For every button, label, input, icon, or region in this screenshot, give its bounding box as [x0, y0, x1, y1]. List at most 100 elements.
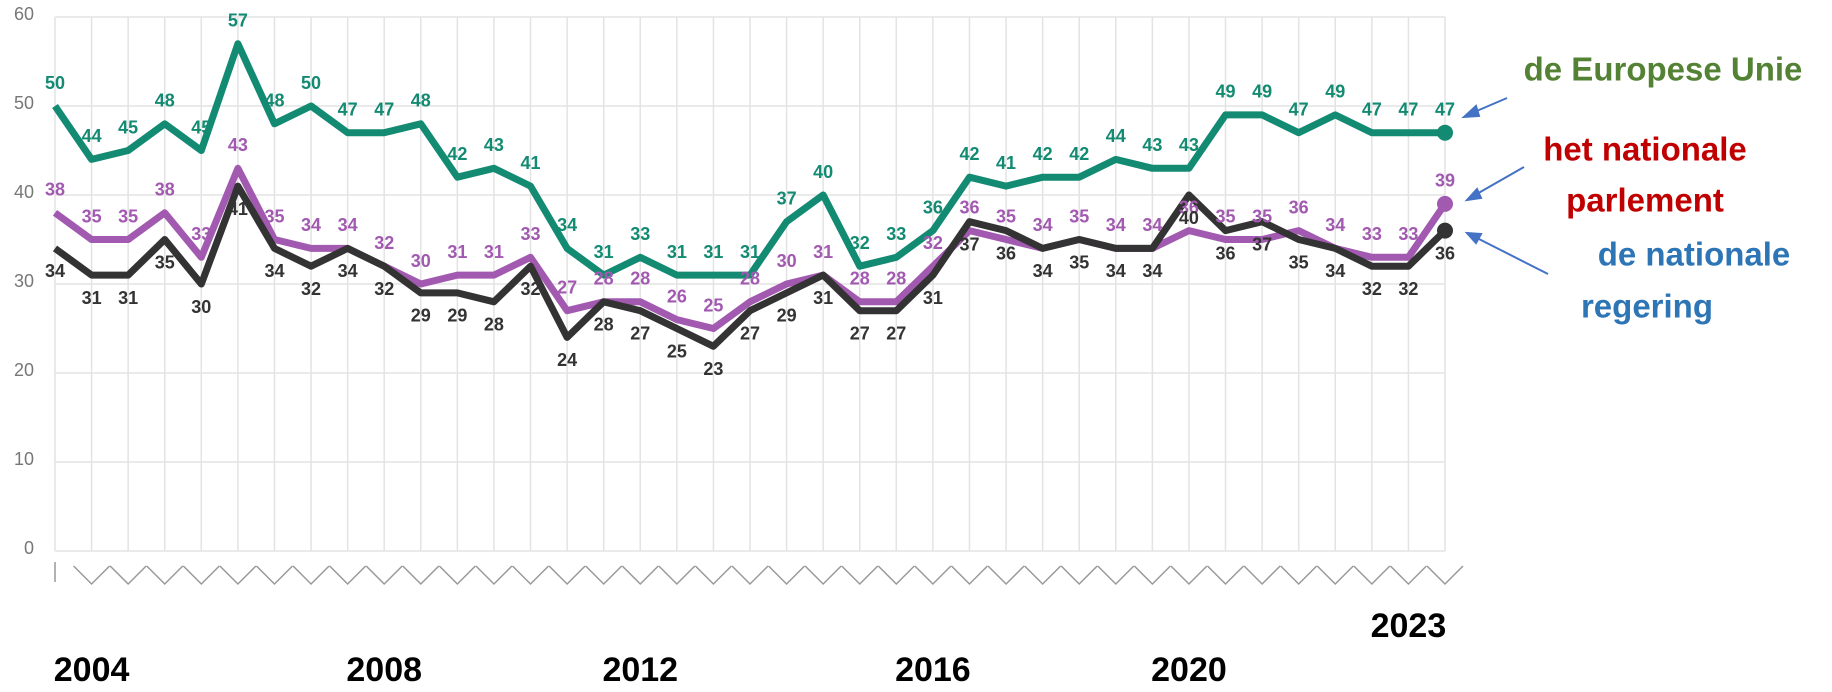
- data-label: 33: [886, 224, 906, 244]
- x-tick: [1097, 565, 1135, 586]
- data-label: 27: [557, 277, 577, 297]
- data-label: 35: [1069, 252, 1089, 272]
- data-label: 34: [338, 261, 358, 281]
- x-tick: [146, 565, 184, 586]
- data-label: 34: [557, 215, 577, 235]
- x-tick: [1206, 565, 1245, 586]
- data-label: 31: [813, 242, 833, 262]
- data-label: 38: [155, 180, 175, 200]
- x-tick: [768, 565, 806, 586]
- data-label: 36: [1289, 197, 1309, 217]
- data-label: 41: [996, 153, 1016, 173]
- data-label: 40: [813, 162, 833, 182]
- data-label: 37: [777, 188, 797, 208]
- y-tick-label: 20: [14, 360, 34, 380]
- x-tick: [182, 565, 220, 586]
- data-label: 31: [923, 288, 943, 308]
- data-label: 43: [228, 135, 248, 155]
- data-label: 48: [155, 91, 175, 111]
- x-tick: [804, 565, 842, 586]
- x-tick: [841, 565, 879, 586]
- data-label: 28: [594, 269, 614, 289]
- data-label: 34: [45, 261, 65, 281]
- x-tick-label: 2020: [1151, 651, 1227, 689]
- data-label: 35: [118, 206, 138, 226]
- data-label: 40: [1179, 208, 1199, 228]
- data-label: 31: [484, 242, 504, 262]
- data-label: 57: [228, 10, 248, 30]
- data-label: 30: [777, 251, 797, 271]
- data-label: 49: [1216, 82, 1236, 102]
- x-tick: [950, 565, 989, 586]
- x-tick: [658, 565, 696, 586]
- data-label: 31: [703, 242, 723, 262]
- data-label: 42: [1033, 144, 1053, 164]
- y-tick-label: 60: [14, 4, 34, 24]
- data-label: 31: [118, 288, 138, 308]
- data-label: 36: [1216, 243, 1236, 263]
- x-tick: [402, 565, 440, 586]
- x-tick: [1316, 565, 1354, 586]
- series-line: [52, 40, 1445, 279]
- y-tick-label: 50: [14, 93, 34, 113]
- x-tick: [1280, 565, 1318, 586]
- x-tick: [621, 565, 659, 586]
- data-label: 47: [1289, 99, 1309, 119]
- data-label: 38: [45, 180, 65, 200]
- arrow-head: [1464, 187, 1483, 202]
- data-label: 35: [264, 206, 284, 226]
- data-label: 43: [1179, 135, 1199, 155]
- data-label: 43: [484, 135, 504, 155]
- x-tick: [694, 565, 732, 586]
- x-tick: [1243, 565, 1281, 586]
- data-label: 35: [1069, 206, 1089, 226]
- x-tick: [1170, 565, 1208, 586]
- data-label: 28: [850, 269, 870, 289]
- data-label: 33: [1362, 224, 1382, 244]
- data-label: 48: [264, 91, 284, 111]
- y-tick-label: 40: [14, 182, 34, 202]
- x-tick: [255, 565, 294, 586]
- data-label: 28: [484, 315, 504, 335]
- end-marker: [1437, 195, 1453, 212]
- data-label: 41: [228, 199, 248, 219]
- data-label: 50: [45, 73, 65, 93]
- data-label: 27: [740, 323, 760, 343]
- data-label: 42: [959, 144, 979, 164]
- data-label: 33: [1398, 224, 1418, 244]
- data-label: 34: [264, 261, 284, 281]
- data-label: 27: [886, 323, 906, 343]
- data-label: 27: [630, 323, 650, 343]
- data-label: 34: [1325, 261, 1345, 281]
- data-label: 49: [1325, 82, 1345, 102]
- data-label: 35: [1216, 206, 1236, 226]
- data-label: 47: [338, 99, 358, 119]
- arrow: [1474, 236, 1549, 275]
- x-tick: [548, 565, 586, 586]
- data-label: 37: [959, 234, 979, 254]
- data-label: 31: [813, 288, 833, 308]
- arrow-head: [1461, 104, 1481, 119]
- data-label: 34: [1033, 215, 1053, 235]
- x-tick: [1060, 565, 1098, 586]
- data-label: 30: [191, 297, 211, 317]
- data-label: 32: [1362, 279, 1382, 299]
- x-tick: [914, 565, 952, 586]
- data-label: 33: [521, 224, 541, 244]
- x-tick: [1353, 565, 1391, 586]
- data-label: 31: [667, 242, 687, 262]
- data-label: 28: [740, 269, 760, 289]
- data-label: 35: [82, 206, 102, 226]
- x-tick: [292, 565, 330, 586]
- y-tick-label: 10: [14, 449, 34, 469]
- data-label: 28: [886, 269, 906, 289]
- data-label: 32: [1398, 279, 1418, 299]
- data-label: 47: [1362, 99, 1382, 119]
- data-label: 47: [374, 99, 394, 119]
- data-label: 42: [1069, 144, 1089, 164]
- data-label: 34: [1106, 215, 1126, 235]
- data-label: 27: [850, 323, 870, 343]
- x-tick: [1024, 565, 1062, 586]
- y-tick-label: 0: [24, 538, 34, 558]
